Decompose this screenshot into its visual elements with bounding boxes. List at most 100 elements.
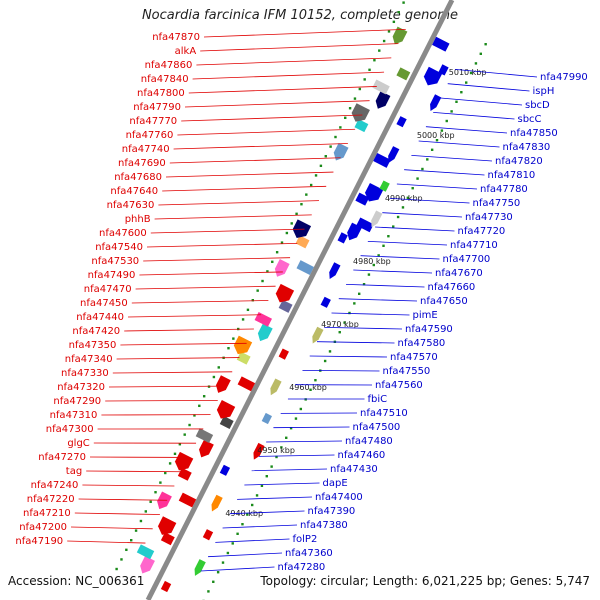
- gene-feature[interactable]: [349, 103, 370, 125]
- gene-label-left[interactable]: nfa47770: [129, 116, 177, 127]
- gene-label-left[interactable]: nfa47640: [110, 186, 158, 197]
- gene-feature[interactable]: [268, 378, 282, 396]
- gene-feature[interactable]: [195, 428, 214, 443]
- gene-label-right[interactable]: nfa47550: [383, 366, 431, 377]
- gene-feature[interactable]: [373, 91, 391, 111]
- gene-feature[interactable]: [177, 467, 192, 481]
- gene-feature[interactable]: [355, 192, 370, 206]
- gene-feature[interactable]: [385, 146, 400, 164]
- gene-label-left[interactable]: nfa47290: [53, 396, 101, 407]
- gene-feature[interactable]: [278, 299, 293, 313]
- gene-label-right[interactable]: sbcC: [518, 114, 542, 125]
- gene-label-left[interactable]: nfa47760: [126, 130, 174, 141]
- gene-feature[interactable]: [178, 492, 197, 508]
- gene-feature[interactable]: [137, 555, 155, 576]
- gene-label-left[interactable]: nfa47450: [80, 298, 128, 309]
- gene-feature[interactable]: [261, 412, 273, 425]
- gene-label-left[interactable]: nfa47840: [141, 74, 189, 85]
- gene-feature[interactable]: [344, 222, 362, 243]
- gene-label-left[interactable]: nfa47680: [114, 172, 162, 183]
- gene-label-right[interactable]: nfa47480: [345, 436, 393, 447]
- gene-label-left[interactable]: nfa47440: [76, 312, 124, 323]
- gene-label-left[interactable]: nfa47210: [23, 508, 71, 519]
- gene-label-right[interactable]: nfa47360: [285, 548, 333, 559]
- gene-feature[interactable]: [390, 26, 408, 47]
- gene-label-left[interactable]: nfa47220: [27, 494, 75, 505]
- gene-label-right[interactable]: nfa47650: [420, 296, 468, 307]
- gene-label-right[interactable]: nfa47720: [458, 226, 506, 237]
- gene-label-left[interactable]: nfa47310: [50, 410, 98, 421]
- gene-label-right[interactable]: nfa47560: [375, 380, 423, 391]
- gene-label-left[interactable]: nfa47470: [84, 284, 132, 295]
- gene-label-right[interactable]: nfa47460: [338, 450, 386, 461]
- gene-feature[interactable]: [272, 259, 290, 279]
- gene-label-right[interactable]: nfa47820: [495, 156, 543, 167]
- gene-feature[interactable]: [136, 544, 155, 560]
- gene-label-right[interactable]: nfa47780: [480, 184, 528, 195]
- gene-label-right[interactable]: ispH: [533, 86, 555, 97]
- gene-feature[interactable]: [172, 451, 194, 474]
- gene-feature[interactable]: [213, 375, 231, 395]
- gene-feature[interactable]: [273, 283, 295, 306]
- gene-label-right[interactable]: dapE: [323, 478, 348, 489]
- gene-label-left[interactable]: nfa47490: [88, 270, 136, 281]
- gene-label-right[interactable]: nfa47670: [435, 268, 483, 279]
- gene-feature[interactable]: [236, 351, 251, 365]
- gene-label-left[interactable]: glgC: [67, 438, 89, 449]
- gene-label-right[interactable]: nfa47570: [390, 352, 438, 363]
- gene-feature[interactable]: [214, 400, 236, 422]
- gene-label-left[interactable]: nfa47530: [91, 256, 139, 267]
- gene-feature[interactable]: [373, 153, 391, 168]
- gene-feature[interactable]: [432, 36, 450, 52]
- gene-label-right[interactable]: nfa47390: [308, 506, 356, 517]
- gene-feature[interactable]: [251, 442, 265, 461]
- gene-label-right[interactable]: nfa47510: [360, 408, 408, 419]
- gene-label-left[interactable]: nfa47320: [57, 382, 105, 393]
- gene-feature[interactable]: [155, 516, 177, 538]
- gene-label-right[interactable]: nfa47500: [353, 422, 401, 433]
- gene-label-right[interactable]: nfa47710: [450, 240, 498, 251]
- gene-label-right[interactable]: nfa47430: [330, 464, 378, 475]
- gene-label-right[interactable]: nfa47700: [443, 254, 491, 265]
- gene-label-right[interactable]: nfa47830: [503, 142, 551, 153]
- gene-label-right[interactable]: fbiC: [368, 394, 388, 405]
- gene-feature[interactable]: [438, 64, 449, 76]
- gene-label-left[interactable]: nfa47330: [61, 368, 109, 379]
- gene-feature[interactable]: [295, 235, 310, 249]
- gene-label-left[interactable]: nfa47200: [19, 522, 67, 533]
- gene-label-left[interactable]: nfa47690: [118, 158, 166, 169]
- gene-feature[interactable]: [231, 335, 253, 358]
- gene-label-left[interactable]: nfa47340: [65, 354, 113, 365]
- gene-feature[interactable]: [421, 66, 443, 89]
- gene-feature[interactable]: [368, 210, 383, 229]
- gene-label-right[interactable]: nfa47730: [465, 212, 513, 223]
- gene-label-left[interactable]: phhB: [125, 214, 151, 225]
- gene-label-right[interactable]: nfa47850: [510, 128, 558, 139]
- gene-label-right[interactable]: nfa47400: [315, 492, 363, 503]
- gene-feature[interactable]: [254, 311, 273, 327]
- gene-feature[interactable]: [327, 262, 341, 280]
- gene-feature[interactable]: [362, 182, 384, 205]
- gene-feature[interactable]: [237, 376, 256, 392]
- gene-label-left[interactable]: nfa47240: [31, 480, 79, 491]
- gene-feature[interactable]: [379, 180, 390, 192]
- gene-label-right[interactable]: nfa47990: [540, 72, 588, 83]
- gene-feature[interactable]: [310, 326, 324, 345]
- gene-label-right[interactable]: nfa47590: [405, 324, 453, 335]
- gene-label-left[interactable]: nfa47860: [145, 60, 193, 71]
- gene-label-left[interactable]: nfa47630: [107, 200, 155, 211]
- gene-feature[interactable]: [209, 494, 223, 513]
- gene-feature[interactable]: [160, 580, 172, 593]
- gene-feature[interactable]: [196, 439, 214, 460]
- gene-feature[interactable]: [372, 79, 390, 95]
- gene-feature[interactable]: [331, 142, 349, 163]
- gene-label-right[interactable]: nfa47660: [428, 282, 476, 293]
- gene-label-left[interactable]: nfa47350: [69, 340, 117, 351]
- gene-label-left[interactable]: nfa47190: [15, 536, 63, 547]
- gene-label-right[interactable]: nfa47750: [473, 198, 521, 209]
- gene-feature[interactable]: [427, 94, 442, 112]
- gene-feature[interactable]: [219, 416, 234, 430]
- gene-label-left[interactable]: nfa47270: [38, 452, 86, 463]
- gene-label-right[interactable]: pimE: [413, 310, 438, 321]
- gene-feature[interactable]: [219, 464, 231, 476]
